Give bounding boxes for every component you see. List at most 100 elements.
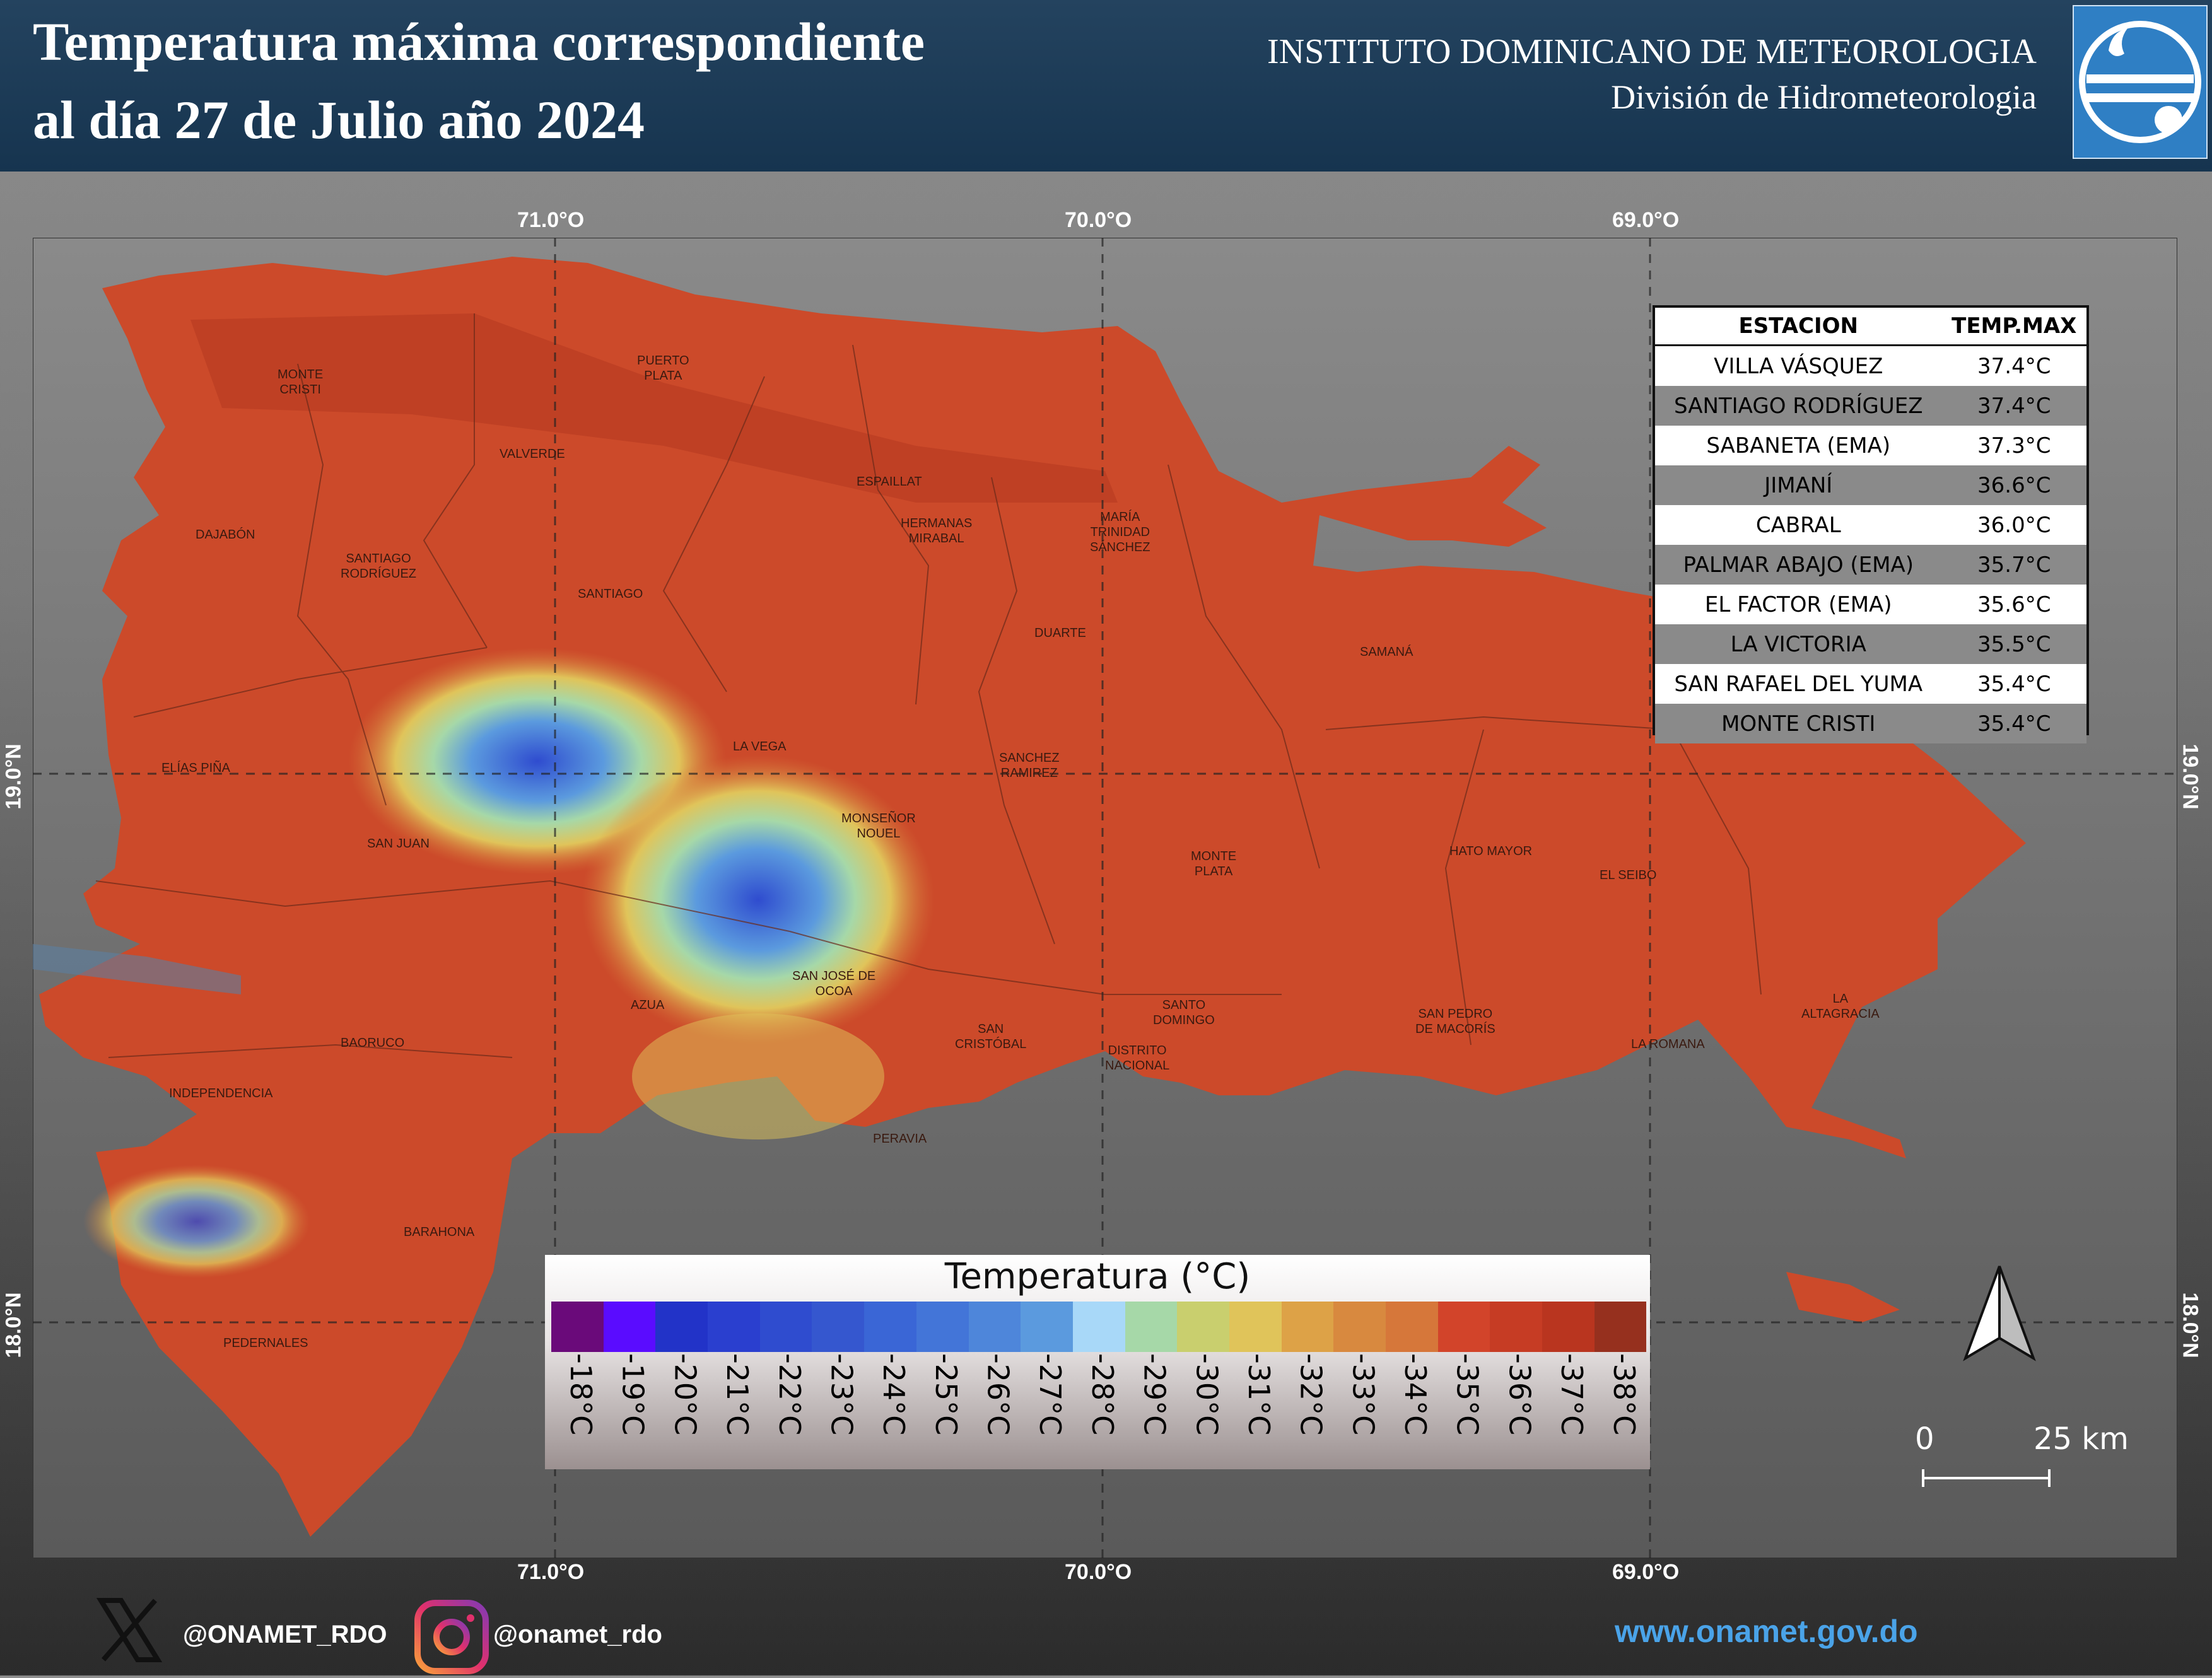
legend-swatch: [1386, 1302, 1438, 1352]
legend-tick: -24°C: [864, 1353, 916, 1467]
province-label-maria-trinidad-sanchez: MARÍA TRINIDAD SÁNCHEZ: [1090, 510, 1150, 554]
legend-tick: -35°C: [1438, 1353, 1490, 1467]
province-label-monte-plata: MONTE PLATA: [1191, 849, 1237, 878]
legend-tick: -32°C: [1282, 1353, 1334, 1467]
legend-tick: -34°C: [1386, 1353, 1438, 1467]
legend-swatch: [1333, 1302, 1386, 1352]
legend-tick-label: -37°C: [1555, 1353, 1589, 1436]
station-temp: 35.5°C: [1941, 624, 2086, 664]
lon-label-bottom-69: 69.0°O: [1612, 1560, 1680, 1584]
legend-tick-label: -29°C: [1137, 1353, 1172, 1436]
table-row: CABRAL 36.0°C: [1655, 505, 2086, 545]
x-handle[interactable]: @ONAMET_RDO: [183, 1621, 387, 1648]
province-label-azua: AZUA: [631, 998, 665, 1012]
legend-tick: -37°C: [1542, 1353, 1595, 1467]
province-label-barahona: BARAHONA: [404, 1225, 475, 1239]
station-table: ESTACION TEMP.MAX VILLA VÁSQUEZ 37.4°C SA…: [1653, 305, 2089, 743]
scale-bar: [1921, 1469, 2051, 1487]
province-label-monte-cristi: MONTE CRISTI: [278, 368, 324, 397]
station-temp: 35.4°C: [1941, 704, 2086, 743]
legend-swatch: [1437, 1302, 1490, 1352]
legend-swatch: [1594, 1302, 1647, 1352]
scale-label-end: 25 km: [2034, 1421, 2129, 1457]
legend-tick-label: -27°C: [1033, 1353, 1068, 1436]
title-line-2: al día 27 de Julio año 2024: [33, 90, 645, 150]
legend-tick-label: -36°C: [1502, 1353, 1537, 1436]
lon-label-bottom-70: 70.0°O: [1065, 1560, 1132, 1584]
station-name: PALMAR ABAJO (EMA): [1655, 545, 1942, 585]
table-row: SABANETA (EMA) 37.3°C: [1655, 426, 2086, 465]
station-name: JIMANÍ: [1655, 465, 1942, 505]
legend-tick: -23°C: [812, 1353, 864, 1467]
station-name: SAN RAFAEL DEL YUMA: [1674, 671, 1923, 697]
station-name: SANTIAGO RODRÍGUEZ: [1655, 386, 1942, 426]
province-label-santiago-rodriguez: SANTIAGO RODRÍGUEZ: [341, 552, 416, 581]
legend-swatch: [864, 1302, 916, 1352]
legend-tick-label: -30°C: [1190, 1353, 1224, 1436]
table-header-row: ESTACION TEMP.MAX: [1655, 308, 2086, 346]
legend-tick: -26°C: [969, 1353, 1021, 1467]
station-temp: 35.7°C: [1941, 545, 2086, 585]
header-banner: Temperatura máxima correspondiente al dí…: [0, 0, 2212, 172]
legend-tick-label: -32°C: [1294, 1353, 1328, 1436]
legend-tick: -30°C: [1177, 1353, 1229, 1467]
station-temp: 36.6°C: [1941, 465, 2086, 505]
legend-tick: -36°C: [1490, 1353, 1542, 1467]
province-label-sanchez-ramirez: SANCHEZ RAMIREZ: [999, 751, 1060, 780]
province-label-san-juan: SAN JUAN: [367, 837, 430, 851]
legend-tick-label: -38°C: [1606, 1353, 1641, 1436]
x-logo-icon[interactable]: [95, 1595, 164, 1665]
legend-swatch: [1542, 1302, 1595, 1352]
legend-tick-label: -34°C: [1398, 1353, 1432, 1436]
lon-label-top-71: 71.0°O: [517, 208, 585, 232]
website-link[interactable]: www.onamet.gov.do: [1615, 1614, 1918, 1649]
instagram-icon[interactable]: [414, 1599, 489, 1675]
province-label-san-pedro-de-macoris: SAN PEDRO DE MACORÍS: [1415, 1007, 1495, 1036]
legend-swatch: [603, 1302, 656, 1352]
table-row: LA VICTORIA 35.5°C: [1655, 624, 2086, 664]
station-temp: 37.3°C: [1977, 433, 2051, 458]
province-label-la-vega: LA VEGA: [733, 740, 787, 754]
station-name: SABANETA (EMA): [1706, 433, 1891, 458]
legend-tick-label: -25°C: [928, 1353, 963, 1436]
province-label-samana: SAMANÁ: [1360, 645, 1413, 659]
province-label-santo-domingo: SANTO DOMINGO: [1153, 998, 1215, 1027]
legend-tick-label: -23°C: [824, 1353, 859, 1436]
instagram-handle[interactable]: @onamet_rdo: [493, 1621, 662, 1648]
legend-tick: -33°C: [1333, 1353, 1386, 1467]
header-temp: TEMP.MAX: [1941, 308, 2086, 346]
station-name: LA VICTORIA: [1655, 624, 1942, 664]
table-row: SAN RAFAEL DEL YUMA 35.4°C: [1655, 664, 2086, 704]
scale-label-start: 0: [1915, 1421, 1934, 1457]
legend-tick-label: -28°C: [1085, 1353, 1120, 1436]
legend-tick: -21°C: [708, 1353, 760, 1467]
legend-swatch: [1229, 1302, 1282, 1352]
province-label-el-seibo: EL SEIBO: [1600, 868, 1657, 882]
legend-swatches: [551, 1302, 1647, 1352]
table-row: MONTE CRISTI 35.4°C: [1655, 704, 2086, 743]
legend-tick-label: -19°C: [616, 1353, 650, 1436]
legend-tick: -29°C: [1125, 1353, 1178, 1467]
legend-tick: -38°C: [1595, 1353, 1647, 1467]
temperature-legend: Temperatura (°C) -18°C -19°C -20°C -21°C -22…: [545, 1255, 1650, 1469]
legend-tick-label: -20°C: [668, 1353, 703, 1436]
legend-tick: -27°C: [1021, 1353, 1073, 1467]
lon-label-top-69: 69.0°O: [1612, 208, 1680, 232]
island-shape: [39, 257, 2026, 1537]
division-name: División de Hidrometeorologia: [1611, 78, 2037, 116]
station-name: VILLA VÁSQUEZ: [1714, 353, 1883, 379]
north-arrow-icon: [1962, 1264, 2037, 1365]
legend-swatch: [1490, 1302, 1543, 1352]
province-label-la-romana: LA ROMANA: [1631, 1037, 1705, 1051]
province-label-santiago: SANTIAGO: [578, 587, 643, 601]
legend-tick-label: -26°C: [981, 1353, 1015, 1436]
title-line-1: Temperatura máxima correspondiente: [33, 11, 925, 72]
legend-swatch: [1072, 1302, 1125, 1352]
table-row: SANTIAGO RODRÍGUEZ 37.4°C: [1655, 386, 2086, 426]
legend-swatch: [551, 1302, 604, 1352]
legend-swatch: [1177, 1302, 1229, 1352]
province-label-baoruco: BAORUCO: [341, 1036, 405, 1050]
institute-block: INSTITUTO DOMINICANO DE METEOROLOGIA Div…: [1267, 29, 2037, 120]
legend-tick-label: -24°C: [877, 1353, 911, 1436]
table-row: PALMAR ABAJO (EMA) 35.7°C: [1655, 545, 2086, 585]
